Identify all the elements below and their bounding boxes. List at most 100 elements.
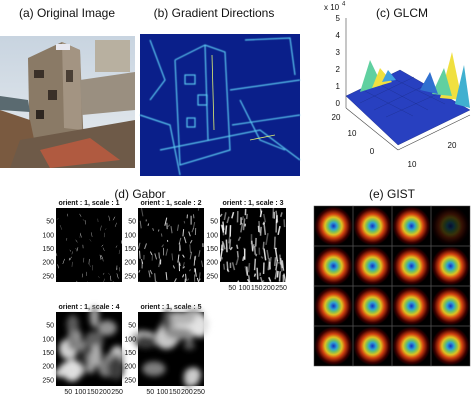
x-tick-label: 200 [181, 389, 193, 396]
edge [262, 213, 267, 223]
edge [189, 269, 191, 272]
edge [57, 264, 59, 269]
edge [237, 236, 242, 242]
x-tick-label: 50 [146, 389, 154, 396]
edge [226, 268, 230, 273]
edge [242, 256, 245, 262]
edge [108, 272, 110, 276]
gist-cell [353, 246, 392, 286]
gist-cell [314, 206, 353, 246]
blob [185, 367, 200, 387]
edge [90, 232, 93, 237]
gist-cell [431, 246, 470, 286]
edge [268, 261, 271, 270]
edge [69, 249, 72, 252]
edge [193, 256, 196, 266]
cell-border [430, 325, 471, 367]
blob [62, 359, 82, 382]
edge [236, 251, 239, 258]
edge [178, 261, 181, 265]
y-tick-label: 150 [124, 246, 136, 253]
edge [219, 213, 223, 218]
gist-cell [431, 326, 470, 366]
edge [158, 252, 160, 259]
edge [67, 213, 69, 217]
blob [54, 368, 69, 378]
edge [225, 239, 228, 253]
axis-tick-label: 20 [448, 141, 457, 150]
edge [198, 278, 201, 281]
edge [55, 253, 58, 257]
z-tick-label: 5 [336, 14, 341, 23]
x-tick-label: 100 [75, 389, 87, 396]
edge [102, 259, 104, 262]
edge [59, 224, 63, 230]
edge [182, 229, 185, 237]
edge [112, 216, 116, 221]
edge [139, 220, 142, 229]
y-tick-label: 50 [46, 219, 54, 226]
edge [256, 267, 259, 280]
edge [54, 276, 57, 279]
edge [99, 254, 102, 260]
subplot-title: orient : 1, scale : 5 [140, 304, 201, 311]
edge [165, 248, 169, 256]
edge [187, 278, 190, 281]
gabor-image [219, 207, 287, 283]
x-tick-label: 100 [239, 285, 251, 292]
z-tick-label: 1 [336, 82, 341, 91]
gabor-image [54, 305, 125, 386]
edge [235, 257, 239, 266]
gist-cell [353, 286, 392, 326]
gist-cell [392, 206, 431, 246]
edge [144, 243, 147, 250]
x-tick-label: 250 [111, 389, 123, 396]
edge [102, 247, 105, 252]
gist-cell [392, 286, 431, 326]
edge [262, 241, 265, 250]
panel-title: (e) GIST [369, 187, 416, 201]
edge [160, 233, 163, 237]
blob [165, 327, 194, 340]
edge [157, 229, 160, 232]
edge [171, 253, 174, 261]
edge [229, 246, 233, 251]
edge [100, 225, 102, 231]
edge [183, 236, 187, 244]
edge [201, 260, 204, 268]
blob [97, 320, 117, 336]
axis-tick-label: 10 [408, 160, 417, 169]
subplot-title: orient : 1, scale : 1 [58, 200, 119, 207]
edge [192, 221, 196, 230]
gabor-image [54, 208, 123, 283]
z-exponent: 4 [342, 2, 346, 8]
blob [183, 341, 195, 350]
edge [158, 258, 161, 268]
edge [62, 258, 65, 265]
edge [262, 222, 266, 226]
edge [241, 216, 245, 221]
axis-tick-label: 0 [370, 147, 375, 156]
edge [79, 233, 83, 238]
edge [164, 217, 168, 226]
edge [274, 257, 277, 266]
edge [76, 280, 78, 283]
edge [247, 275, 251, 283]
x-tick-label: 150 [87, 389, 99, 396]
edge [118, 249, 121, 255]
edge [177, 254, 180, 263]
edge [280, 212, 283, 218]
edge [263, 248, 267, 261]
edge [71, 251, 73, 255]
gist-cell [392, 326, 431, 366]
edge [152, 227, 155, 231]
edge [184, 280, 186, 283]
subplot-title: orient : 1, scale : 2 [140, 200, 201, 207]
edge [114, 222, 117, 227]
edge [55, 252, 57, 259]
edge [182, 254, 185, 258]
edge [154, 273, 156, 282]
panel-title: (a) Original Image [19, 6, 115, 20]
y-tick-label: 100 [42, 232, 54, 239]
